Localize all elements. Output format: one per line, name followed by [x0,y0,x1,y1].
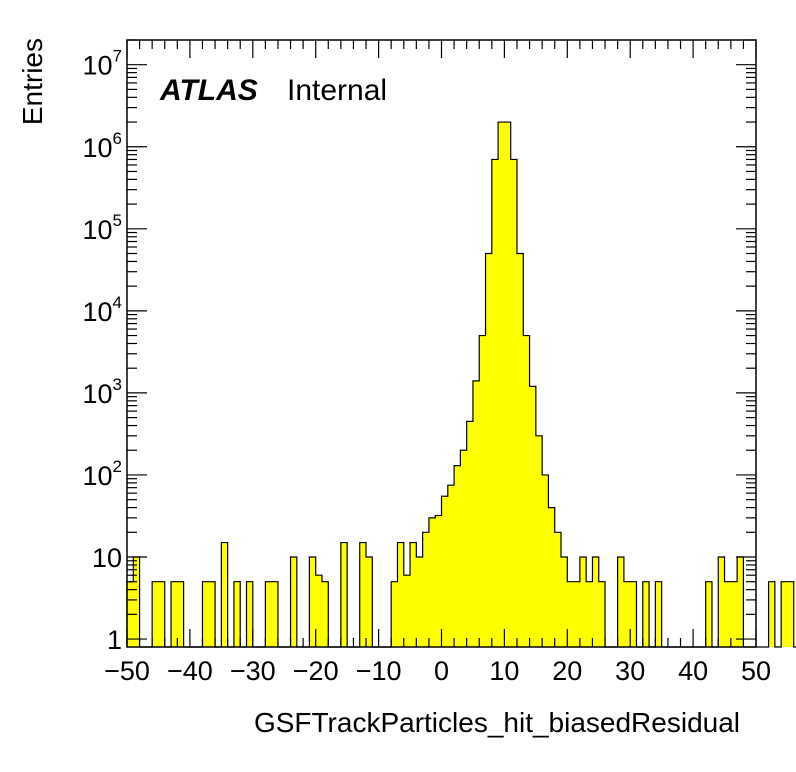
histogram-bin [705,581,713,647]
axis-ticks [126,39,757,647]
histogram-bin [158,581,166,647]
x-tick-label: −20 [293,656,339,686]
y-tick-label: 106 [82,129,122,163]
x-axis-label: GSFTrackParticles_hit_biasedResidual [254,707,740,738]
x-tick-label: 50 [741,656,771,686]
histogram-bin [781,581,788,647]
y-axis-label: Entries [17,38,48,125]
histogram-bin [516,253,524,647]
histogram-bin [485,253,493,647]
histogram-bin [359,542,367,647]
histogram-bin [171,581,178,647]
plot-frame [126,39,757,648]
histogram-bin [265,581,273,647]
histogram-bin [403,575,411,647]
histogram-bin [428,517,436,647]
x-tick-label: 10 [489,656,519,686]
histogram-bin [460,450,468,647]
histogram-bin [340,542,348,647]
histogram-bin [133,557,140,647]
histogram-bin [479,335,486,647]
histogram-bin [221,542,229,647]
x-tick-label: −40 [167,656,213,686]
x-tick-label: 0 [434,656,449,686]
y-tick-label: 1 [107,625,122,655]
histogram-bin [472,380,480,647]
y-tick-label: 103 [82,375,122,409]
histogram-bin [768,581,776,647]
histogram-bin [504,122,512,648]
histogram-bin [510,159,518,647]
y-tick-label: 104 [82,293,122,327]
histogram-bin [366,557,373,647]
histogram-bin [730,581,738,647]
histogram-bin [447,485,455,647]
histogram-bin [598,581,606,647]
histogram-bin [630,581,637,647]
histogram-bin [554,532,562,647]
histogram-bin [454,465,461,647]
histogram-bin [202,581,210,647]
histogram-bin [737,557,744,647]
x-tick-label: 40 [678,656,708,686]
histogram-bin [573,581,581,647]
histogram-bin [290,557,298,647]
histogram-bin [586,581,593,647]
y-tick-label: 102 [82,457,122,491]
histogram-bin [422,532,430,647]
histogram-bin [397,542,405,647]
histogram-bin [441,496,449,647]
histogram-bin [246,581,254,647]
histogram-bin [416,557,424,647]
histogram-bin [642,581,650,647]
histogram-bin [592,557,600,647]
histogram-bin [529,386,537,647]
histogram-bars [127,122,795,648]
histogram-bin [491,159,499,647]
histogram-bin [542,474,549,647]
histogram-bin [718,557,725,647]
x-tick-label: −10 [356,656,402,686]
histogram-bin [271,581,279,647]
histogram-bin [787,581,795,647]
histogram-bin [466,421,474,647]
histogram-bin [561,557,568,647]
y-tick-label: 10 [92,543,122,573]
histogram-bin [567,581,574,647]
histogram-bin [655,581,663,647]
tick-labels: −50 −40 −30 −20 −10 0 10 20 30 40 50 1 10 102 103 104 10… [82,47,771,686]
histogram-bin [623,581,631,647]
histogram-bin [208,581,216,647]
histogram-bin [177,581,185,647]
histogram-bin [579,557,587,647]
x-tick-label: 20 [552,656,582,686]
histogram-bin [391,581,398,647]
atlas-label: ATLAS [159,74,258,107]
histogram-bin [309,557,317,647]
histogram-bin [498,122,505,648]
histogram-bin [523,335,530,647]
histogram-bin [152,581,159,647]
histogram-bin [535,435,543,647]
histogram-bin [315,575,323,647]
internal-label: Internal [287,74,387,107]
histogram-bin [617,557,625,647]
histogram-bin [233,581,241,647]
histogram-bin [321,581,329,647]
x-tick-label: 30 [615,656,645,686]
y-tick-label: 105 [82,211,122,245]
histogram-bin [435,515,442,647]
x-tick-label: −30 [230,656,276,686]
y-tick-label: 107 [82,47,122,81]
histogram-bin [410,542,417,647]
histogram-bin [548,507,556,647]
x-tick-label: −50 [104,656,150,686]
histogram-bin [724,581,732,647]
